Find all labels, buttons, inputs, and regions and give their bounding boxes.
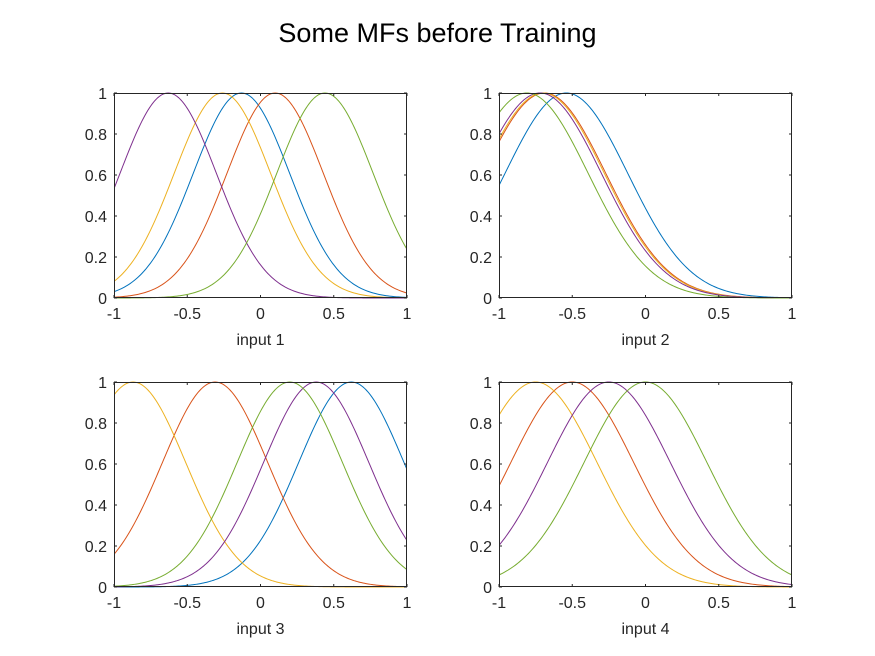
x-tick-label: -0.5 — [173, 595, 201, 612]
y-tick-label: 0 — [483, 580, 492, 597]
plot-area — [499, 93, 792, 298]
x-tick-label: 1 — [403, 595, 412, 612]
y-tick-label: 0.4 — [470, 209, 492, 226]
series-line-3 — [499, 381, 792, 586]
y-tick-label: 0.8 — [85, 127, 107, 144]
x-tick-label: -1 — [107, 306, 121, 323]
series-line-1 — [114, 92, 407, 298]
plot-area — [499, 382, 792, 587]
y-tick-label: 1 — [483, 86, 492, 103]
plot-area — [114, 93, 407, 298]
y-tick-label: 0.4 — [470, 498, 492, 515]
x-tick-label: -0.5 — [558, 306, 586, 323]
plot-area — [114, 382, 407, 587]
series-line-4 — [114, 381, 407, 588]
y-tick-label: 0.6 — [470, 457, 492, 474]
y-tick-label: 1 — [483, 375, 492, 392]
x-tick-label: 0 — [256, 595, 265, 612]
x-tick-label: 0.5 — [708, 306, 730, 323]
subplot-4: -1 -0.5 0 0.5 1 0 0.2 0.4 0.6 0.8 1 input 4 — [470, 375, 797, 638]
y-tick-label: 0.6 — [85, 457, 107, 474]
x-axis-label: input 3 — [236, 621, 284, 638]
y-tick-label: 0.2 — [470, 250, 492, 267]
series-line-3 — [114, 92, 407, 299]
x-tick-label: 0 — [256, 306, 265, 323]
x-tick-label: 0.5 — [708, 595, 730, 612]
x-tick-label: -1 — [492, 306, 506, 323]
y-tick-label: 0.6 — [470, 168, 492, 185]
x-axis-label: input 1 — [236, 332, 284, 349]
x-axis-label: input 2 — [621, 332, 669, 349]
series-line-1 — [499, 381, 792, 588]
x-tick-label: 0 — [641, 595, 650, 612]
series-line-2 — [114, 92, 407, 298]
x-tick-label: 0.5 — [323, 306, 345, 323]
subplot-3: -1 -0.5 0 0.5 1 0 0.2 0.4 0.6 0.8 1 input 3 — [85, 375, 412, 638]
x-tick-label: 0.5 — [323, 595, 345, 612]
figure-title: Some MFs before Training — [278, 18, 597, 48]
x-tick-label: 0 — [641, 306, 650, 323]
y-tick-label: 0.2 — [470, 539, 492, 556]
y-tick-label: 0.2 — [85, 539, 107, 556]
x-tick-label: -1 — [107, 595, 121, 612]
y-tick-label: 0.4 — [85, 209, 107, 226]
series-line-2 — [114, 381, 407, 588]
y-tick-label: 0 — [98, 580, 107, 597]
y-tick-label: 0 — [98, 291, 107, 308]
y-tick-label: 0.6 — [85, 168, 107, 185]
y-tick-label: 0.2 — [85, 250, 107, 267]
x-tick-label: 1 — [788, 306, 797, 323]
x-axis-label: input 4 — [621, 621, 669, 638]
y-tick-label: 1 — [98, 86, 107, 103]
y-tick-label: 0 — [483, 291, 492, 308]
series-line-5 — [114, 381, 407, 587]
x-tick-label: 1 — [788, 595, 797, 612]
y-tick-label: 1 — [98, 375, 107, 392]
series-line-1 — [499, 92, 792, 299]
y-tick-label: 0.8 — [470, 127, 492, 144]
y-tick-label: 0.8 — [470, 416, 492, 433]
x-tick-label: -0.5 — [558, 595, 586, 612]
x-tick-label: -1 — [492, 595, 506, 612]
subplot-2: -1 -0.5 0 0.5 1 0 0.2 0.4 0.6 0.8 1 input 2 — [470, 86, 797, 349]
y-tick-label: 0.4 — [85, 498, 107, 515]
series-group — [114, 92, 407, 299]
y-tick-label: 0.8 — [85, 416, 107, 433]
x-tick-label: 1 — [403, 306, 412, 323]
x-tick-label: -0.5 — [173, 306, 201, 323]
subplot-1: -1 -0.5 0 0.5 1 0 0.2 0.4 0.6 0.8 1 input 1 — [85, 86, 412, 349]
